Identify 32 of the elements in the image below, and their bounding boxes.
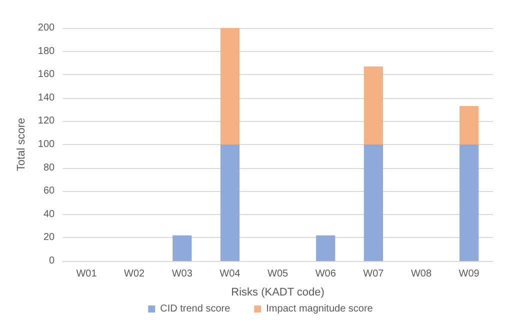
- x-axis-title: Risks (KADT code): [231, 286, 324, 298]
- y-tick-label: 120: [38, 116, 56, 127]
- bar: [364, 66, 384, 144]
- legend-label: CID trend score: [160, 304, 231, 314]
- y-tick-label: 20: [43, 232, 56, 244]
- x-tick-label: W02: [124, 268, 146, 280]
- x-tick-label: W08: [410, 268, 432, 280]
- bar: [172, 235, 192, 261]
- x-tick-label: W05: [268, 268, 289, 280]
- bar: [364, 144, 384, 261]
- y-tick-label: 160: [38, 69, 56, 80]
- y-tick-label: 80: [43, 162, 56, 174]
- y-tick-label: 40: [43, 208, 56, 220]
- y-tick-label: 100: [38, 139, 56, 150]
- x-tick-label: W04: [220, 268, 241, 280]
- bar: [460, 106, 479, 144]
- bar: [316, 235, 336, 261]
- y-tick-label: 0: [49, 256, 56, 266]
- y-tick-label: 140: [38, 92, 56, 104]
- bar: [220, 28, 240, 144]
- x-tick-label: W09: [458, 268, 480, 280]
- legend-label: Impact magnitude score: [266, 304, 374, 314]
- bar: [460, 144, 479, 261]
- bar: [220, 144, 240, 261]
- x-tick-label: W03: [172, 268, 193, 280]
- x-tick-label: W06: [315, 268, 336, 280]
- y-axis-title: Total score: [16, 118, 28, 172]
- x-tick-label: W01: [76, 268, 98, 280]
- y-tick-label: 200: [38, 22, 56, 34]
- x-tick-label: W07: [363, 268, 384, 280]
- y-tick-label: 180: [38, 46, 56, 57]
- y-tick-label: 60: [43, 186, 56, 197]
